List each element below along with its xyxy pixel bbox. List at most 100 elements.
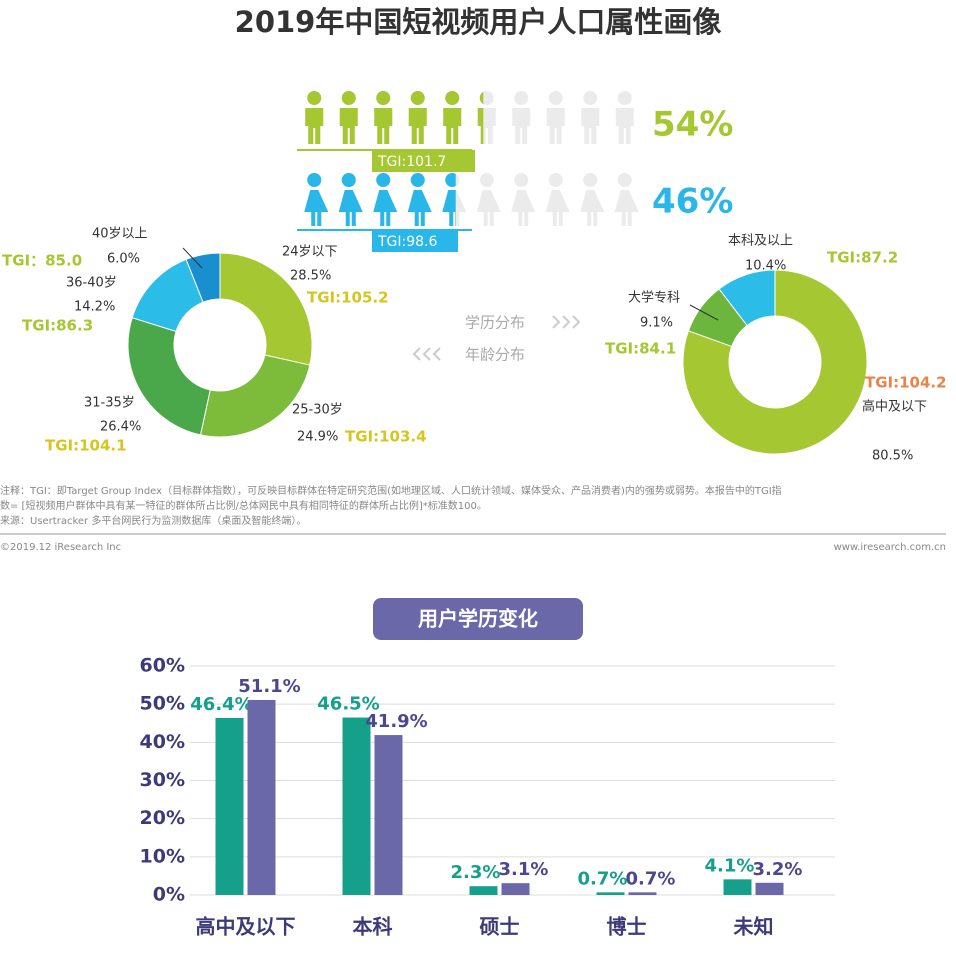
note: 数= [短视频用户群体中具有某一特征的群体所占比例/总体网民中具有相同特征的群体… [0, 499, 487, 512]
donut-slice [127, 317, 211, 436]
slice-value: 14.2% [74, 300, 115, 315]
slice-tgi: TGI：85.0 [2, 252, 82, 270]
icon-body [476, 190, 501, 226]
bar-value-label: 4.1% [705, 855, 755, 876]
icon-head [410, 173, 425, 187]
note: 注释：TGI：即Target Group Index（目标群体指数），可反映目标… [0, 484, 782, 497]
icon-body [511, 190, 536, 226]
leader [182, 247, 203, 269]
slice-name: 40岁以上 [92, 227, 148, 242]
slice-value: 24.9% [297, 430, 338, 445]
icon-head [376, 173, 391, 187]
icon-body [373, 190, 398, 226]
icon-head [341, 173, 356, 187]
bar [628, 892, 657, 895]
bar-value-label: 3.1% [499, 859, 549, 880]
slice-value: 28.5% [290, 269, 331, 284]
icon-head [583, 91, 598, 105]
icon-body [615, 108, 634, 144]
slice-value: 10.4% [745, 259, 786, 274]
icon-head [617, 173, 632, 187]
x-tick-label: 博士 [607, 915, 647, 939]
icon-body [477, 108, 484, 144]
bar-value-label: 0.7% [578, 868, 628, 889]
donut-slice [682, 269, 868, 455]
slice-name: 高中及以下 [862, 399, 927, 415]
icon-body [614, 190, 639, 226]
donut-slice [199, 354, 311, 438]
bar [215, 717, 244, 895]
slice-value: 80.5% [872, 449, 913, 464]
leader [689, 304, 719, 321]
icon-head [307, 91, 322, 105]
bar [501, 883, 530, 895]
chart-title: 用户学历变化 [418, 607, 538, 631]
gender-percent: 46% [652, 182, 733, 222]
bar-value-label: 51.1% [238, 676, 300, 697]
x-tick-label: 未知 [734, 915, 774, 939]
bar-value-label: 46.5% [317, 694, 379, 715]
y-tick-label: 20% [140, 807, 185, 829]
edu-label: 学历分布 [465, 314, 525, 332]
slice-tgi: TGI:84.1 [605, 340, 676, 358]
icon-body [580, 190, 605, 226]
y-tick-label: 60% [140, 655, 185, 677]
bar [374, 735, 403, 895]
y-tick-label: 40% [140, 731, 185, 753]
bar-value-label: 2.3% [451, 862, 501, 883]
arrow-left [412, 347, 441, 361]
x-tick-label: 高中及以下 [196, 915, 296, 939]
donut-slice [185, 252, 221, 303]
bar-value-label: 41.9% [365, 711, 427, 732]
slice-tgi: TGI:87.2 [827, 249, 898, 267]
slice-name: 25-30岁 [292, 403, 343, 418]
note: 来源：Usertracker 多平台网民行为监测数据库（桌面及智能终端）。 [0, 514, 306, 527]
slice-name: 大学专科 [628, 290, 680, 306]
bar-value-label: 0.7% [626, 868, 676, 889]
icon-head [445, 91, 460, 105]
gender-percent: 54% [652, 105, 733, 145]
icon-body [545, 190, 570, 226]
icon-body [339, 108, 358, 144]
bar [469, 886, 498, 895]
icon-body [408, 108, 427, 144]
donut-slice [718, 269, 776, 327]
x-tick-label: 硕士 [480, 915, 520, 939]
y-tick-label: 30% [140, 769, 185, 791]
icon-head [548, 91, 563, 105]
tgi-box [372, 230, 458, 252]
icon-head [617, 91, 632, 105]
tgi-label: TGI:101.7 [377, 154, 446, 170]
donut-slice [219, 252, 313, 366]
icon-head [583, 173, 598, 187]
footer-left: ©2019.12 iResearch Inc [0, 542, 121, 553]
bar [755, 882, 784, 895]
x-tick-label: 本科 [353, 915, 393, 939]
icon-body [442, 190, 456, 226]
icon-head [479, 173, 494, 187]
icon-head [514, 91, 529, 105]
slice-name: 24岁以下 [282, 245, 338, 260]
bar-value-label: 46.4% [190, 694, 252, 715]
age-label: 年龄分布 [465, 346, 525, 364]
y-tick-label: 10% [140, 845, 185, 867]
slice-name: 31-35岁 [84, 396, 135, 411]
icon-body [338, 190, 363, 226]
icon-body [305, 108, 324, 144]
tgi-label: TGI:98.6 [377, 234, 438, 250]
slice-tgi: TGI:104.1 [45, 437, 127, 455]
bar-value-label: 3.2% [753, 859, 803, 880]
icons-filled [304, 173, 456, 226]
page-title: 2019年中国短视频用户人口属性画像 [235, 5, 722, 39]
slice-name: 36-40岁 [66, 276, 117, 291]
slice-value: 9.1% [640, 316, 673, 331]
chart-title-box [373, 598, 583, 640]
bar [723, 879, 752, 895]
arrow-right [552, 315, 581, 329]
slice-value: 26.4% [100, 420, 141, 435]
y-tick-label: 0% [153, 884, 185, 906]
icon-body [512, 108, 531, 144]
bar [247, 699, 276, 895]
slice-value: 6.0% [107, 252, 140, 267]
slice-name: 本科及以上 [728, 234, 793, 249]
